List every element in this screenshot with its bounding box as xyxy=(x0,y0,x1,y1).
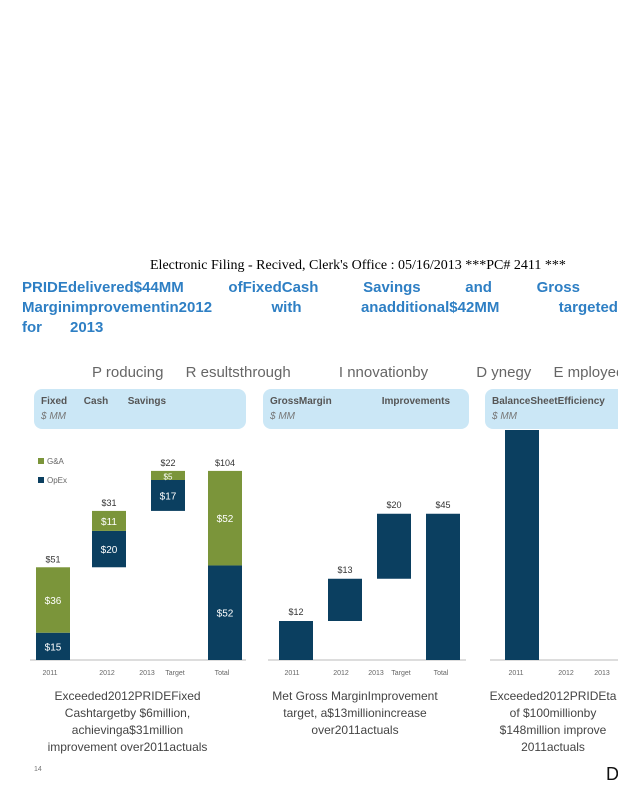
panel-unit: $ MM xyxy=(492,411,517,422)
tick-label-2012: 2012 xyxy=(558,670,574,677)
tick-label-total: Total xyxy=(215,670,230,677)
tick-label-total: Total xyxy=(434,670,449,677)
tick-label-2011: 2011 xyxy=(42,670,57,677)
panel-unit: $ MM xyxy=(41,411,66,422)
tick-label-2013: 2013 xyxy=(594,670,610,677)
label-2011: $12 xyxy=(288,607,303,617)
panel-header-balance-sheet: BalanceSheetEfficiency $ MM xyxy=(485,389,618,429)
bar-ga-2011 xyxy=(36,567,70,633)
bar-ga-2012 xyxy=(92,510,126,531)
bar-2013 xyxy=(377,513,411,579)
tick-label-target: Target xyxy=(165,670,185,677)
label-opex-2013: $17 xyxy=(160,491,177,502)
bar-opex-2013 xyxy=(151,480,185,511)
panel-header-gross-margin: GrossMargin Improvements $ MM xyxy=(263,389,469,429)
label-total-total: $104 xyxy=(215,458,235,468)
label-2012: $13 xyxy=(337,565,352,575)
title-line-2: Marginimprovementin2012 with anadditiona… xyxy=(22,299,618,316)
label-total-2012: $31 xyxy=(101,498,116,508)
charts-area: $15 $36 $51 $20 $11 $31 $17 $5 $22 $52 $52 $104 2011… xyxy=(30,430,618,677)
bar-ga-total xyxy=(208,470,242,566)
title-line-3: for 2013 xyxy=(22,319,104,336)
bar-2011 xyxy=(505,430,539,660)
tick-label-2012: 2012 xyxy=(333,670,349,677)
label-ga-2013: $5 xyxy=(164,472,173,481)
bar-ga-2013 xyxy=(151,470,185,480)
tick-label-2011: 2011 xyxy=(508,670,523,677)
bar-opex-2011 xyxy=(36,632,70,660)
label-2013: $20 xyxy=(386,500,401,510)
caption-balance-sheet: Exceeded2012PRIDEta of $100millionby $14… xyxy=(489,689,617,754)
page-number: 14 xyxy=(34,766,42,773)
label-opex-2011: $15 xyxy=(45,642,62,653)
bar-opex-total xyxy=(208,565,242,660)
tick-label-target: Target xyxy=(391,670,411,677)
panel-unit: $ MM xyxy=(270,411,295,422)
title-line-1: PRIDEdelivered$44MM ofFixedCash Savings … xyxy=(22,279,580,296)
slide-subtitle: P roducing R esultsthrough I nnovationby… xyxy=(92,364,618,381)
legend-label-ga: G&A xyxy=(47,457,65,466)
tick-label-2013: 2013 xyxy=(139,670,155,677)
tick-label-2013: 2013 xyxy=(368,670,384,677)
company-logo: D xyxy=(606,764,618,784)
bar-total xyxy=(426,513,460,660)
caption-fixed-cash: Exceeded2012PRIDEFixed Cashtargetby $6mi… xyxy=(47,689,208,754)
legend-label-opex: OpEx xyxy=(47,476,67,485)
label-ga-2012: $11 xyxy=(101,517,117,528)
tick-label-2012: 2012 xyxy=(99,670,115,677)
label-total-2011: $51 xyxy=(45,554,60,564)
caption-gross-margin: Met Gross MarginImprovement target, a$13… xyxy=(272,689,438,737)
label-ga-2011: $36 xyxy=(45,596,62,607)
legend-swatch-ga xyxy=(38,458,44,464)
bar-2011 xyxy=(279,621,313,660)
label-total-2013: $22 xyxy=(160,458,175,468)
slide-title: PRIDEdelivered$44MM ofFixedCash Savings … xyxy=(22,278,618,338)
label-total: $45 xyxy=(435,500,450,510)
label-opex-2012: $20 xyxy=(101,545,118,556)
label-opex-total: $52 xyxy=(217,609,234,620)
tick-label-2011: 2011 xyxy=(284,670,299,677)
label-ga-total: $52 xyxy=(217,514,234,525)
bar-2012 xyxy=(328,578,362,621)
bar-opex-2012 xyxy=(92,530,126,568)
legend-swatch-opex xyxy=(38,477,44,483)
panel-header-fixed-cash: Fixed Cash Savings $ MM xyxy=(34,389,246,429)
filing-stamp: Electronic Filing - Recived, Clerk's Off… xyxy=(150,258,566,273)
